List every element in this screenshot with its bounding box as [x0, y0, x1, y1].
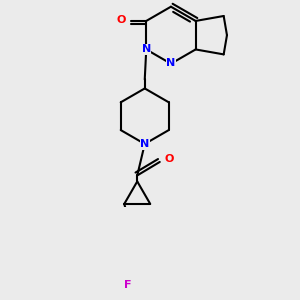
- Text: O: O: [117, 15, 126, 25]
- Text: N: N: [142, 44, 151, 54]
- Text: N: N: [140, 139, 149, 149]
- Text: F: F: [124, 280, 132, 290]
- Text: O: O: [164, 154, 173, 164]
- Text: N: N: [166, 58, 176, 68]
